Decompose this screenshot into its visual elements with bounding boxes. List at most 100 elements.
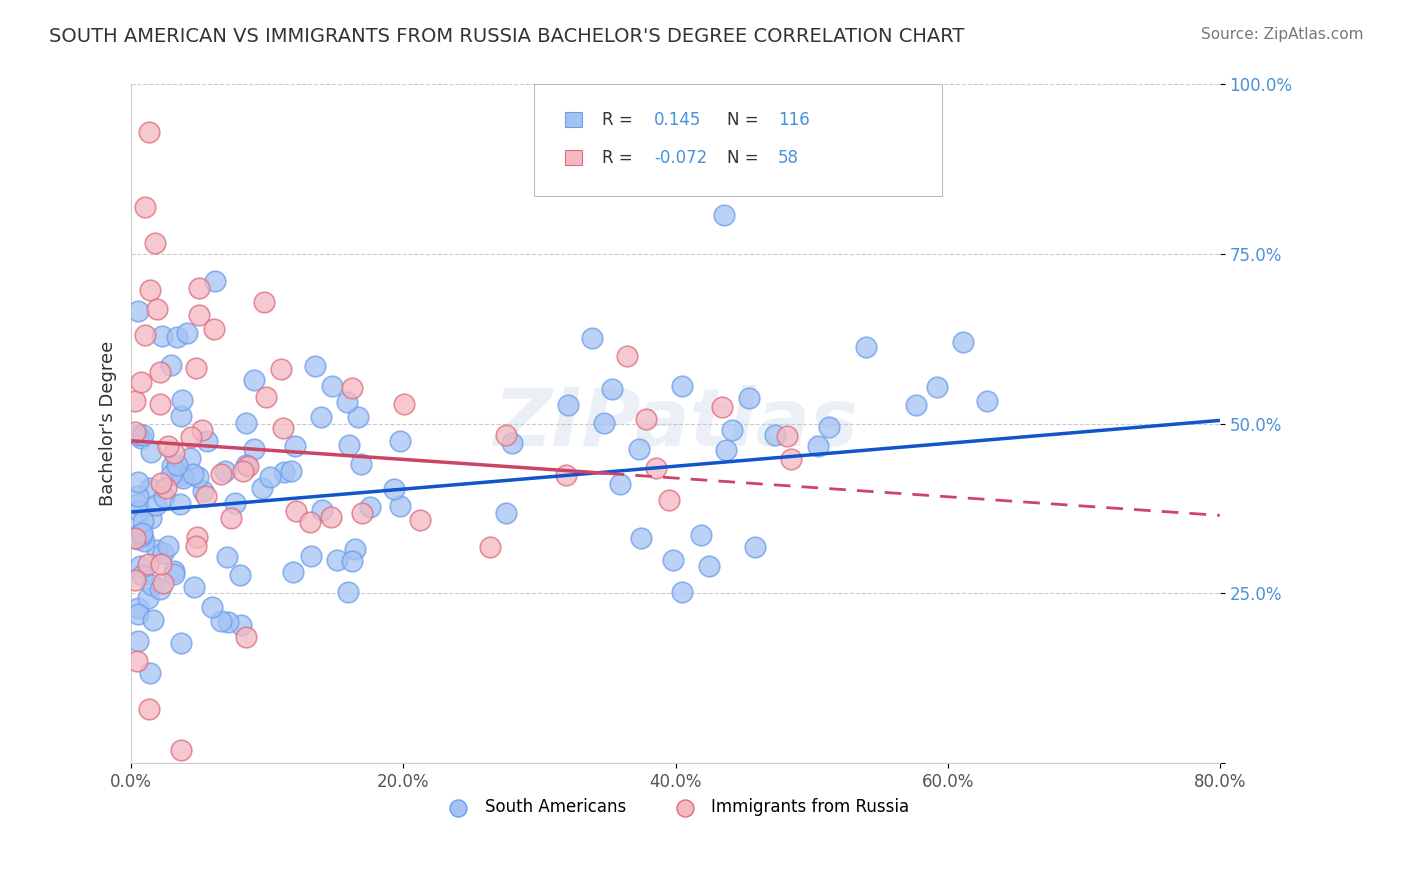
Point — [156, 439, 179, 453]
Point — [186, 530, 208, 544]
Point — [776, 429, 799, 443]
Point — [129, 526, 152, 541]
Point — [127, 475, 149, 489]
Point — [343, 542, 366, 557]
Point — [273, 465, 295, 479]
Point — [141, 577, 163, 591]
Point — [139, 444, 162, 458]
Point — [170, 409, 193, 423]
Point — [131, 568, 153, 582]
Point — [326, 553, 349, 567]
Point — [124, 531, 146, 545]
Point — [127, 607, 149, 621]
Point — [131, 431, 153, 445]
Point — [127, 304, 149, 318]
Text: 116: 116 — [778, 111, 810, 128]
Point — [187, 469, 209, 483]
Point — [184, 539, 207, 553]
Point — [150, 329, 173, 343]
Point — [183, 580, 205, 594]
Point — [136, 591, 159, 605]
Point — [181, 467, 204, 482]
Point — [359, 500, 381, 514]
Point — [149, 366, 172, 380]
Point — [180, 430, 202, 444]
Text: SOUTH AMERICAN VS IMMIGRANTS FROM RUSSIA BACHELOR'S DEGREE CORRELATION CHART: SOUTH AMERICAN VS IMMIGRANTS FROM RUSSIA… — [49, 27, 965, 45]
Text: 0.145: 0.145 — [654, 111, 702, 128]
Point — [342, 554, 364, 568]
Point — [254, 390, 277, 404]
Point — [139, 481, 162, 495]
Point — [163, 564, 186, 578]
Point — [495, 428, 517, 442]
Point — [347, 409, 370, 424]
FancyBboxPatch shape — [565, 150, 582, 165]
Point — [350, 506, 373, 520]
Legend: South Americans, Immigrants from Russia: South Americans, Immigrants from Russia — [434, 791, 917, 822]
Point — [311, 502, 333, 516]
Point — [690, 528, 713, 542]
Point — [143, 235, 166, 250]
Point — [139, 283, 162, 297]
Text: R =: R = — [602, 111, 633, 128]
Point — [270, 361, 292, 376]
Point — [172, 471, 194, 485]
Point — [232, 465, 254, 479]
Point — [191, 483, 214, 498]
Point — [976, 394, 998, 409]
Point — [136, 557, 159, 571]
Point — [311, 410, 333, 425]
Point — [155, 481, 177, 495]
Point — [495, 506, 517, 520]
Point — [228, 567, 250, 582]
Point — [581, 331, 603, 345]
Point — [131, 527, 153, 541]
Text: N =: N = — [727, 111, 758, 128]
Point — [609, 476, 631, 491]
Point — [600, 382, 623, 396]
Point — [132, 428, 155, 442]
Point — [138, 125, 160, 139]
Point — [927, 380, 949, 394]
Text: ZIPatlas: ZIPatlas — [494, 384, 858, 463]
Point — [235, 416, 257, 430]
Point — [259, 470, 281, 484]
Point — [713, 208, 735, 222]
Point — [671, 585, 693, 599]
Point — [139, 510, 162, 524]
Point — [138, 702, 160, 716]
Point — [125, 654, 148, 668]
Point — [235, 458, 257, 472]
Point — [284, 439, 307, 453]
Point — [243, 372, 266, 386]
Point — [229, 618, 252, 632]
Point — [711, 400, 734, 414]
Point — [250, 481, 273, 495]
Point — [169, 742, 191, 756]
Point — [217, 550, 239, 565]
Point — [195, 434, 218, 448]
Point — [389, 499, 412, 513]
Point — [129, 559, 152, 574]
Point — [342, 381, 364, 395]
Point — [219, 511, 242, 525]
Point — [134, 200, 156, 214]
Point — [163, 566, 186, 581]
Point — [763, 428, 786, 442]
Point — [149, 397, 172, 411]
Text: Source: ZipAtlas.com: Source: ZipAtlas.com — [1201, 27, 1364, 42]
Point — [336, 585, 359, 599]
Point — [127, 634, 149, 648]
Point — [350, 457, 373, 471]
Point — [195, 489, 218, 503]
Point — [166, 458, 188, 472]
Point — [169, 497, 191, 511]
Point — [671, 378, 693, 392]
Point — [714, 442, 737, 457]
FancyBboxPatch shape — [534, 85, 942, 196]
Point — [235, 631, 257, 645]
Point — [337, 438, 360, 452]
Point — [280, 464, 302, 478]
Point — [124, 393, 146, 408]
Point — [152, 575, 174, 590]
